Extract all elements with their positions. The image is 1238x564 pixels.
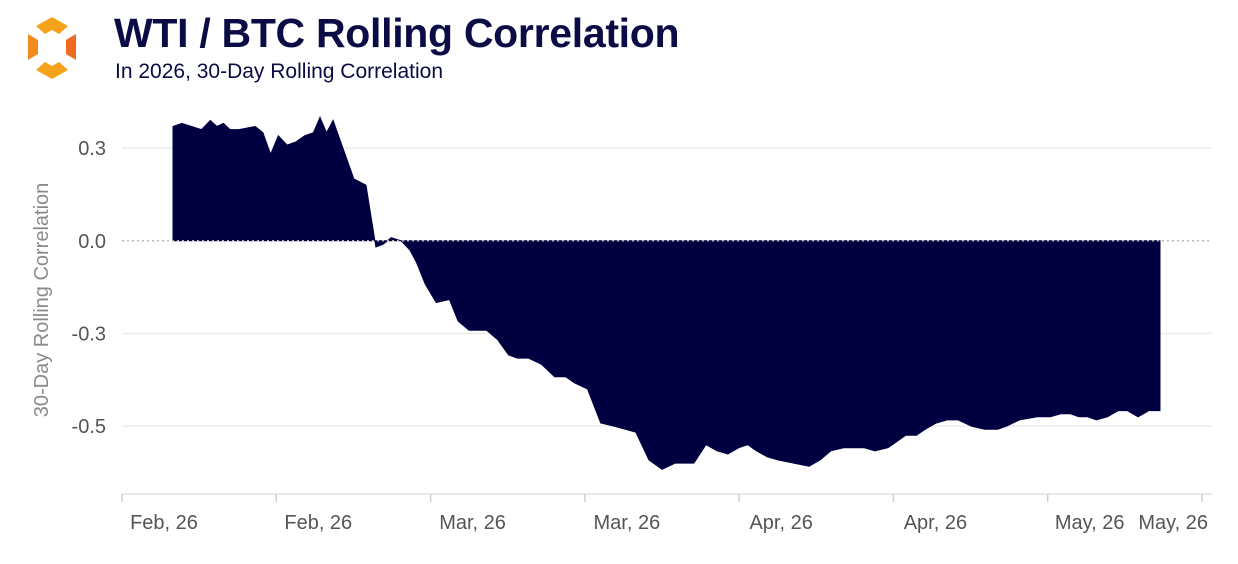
area-series [172, 116, 1161, 470]
x-tick-label: Apr, 26 [749, 512, 812, 534]
x-tick-label: Mar, 26 [594, 512, 661, 534]
chart-title: WTI / BTC Rolling Correlation [114, 10, 680, 56]
y-tick-label: -0.5 [72, 416, 106, 438]
chart-subtitle: In 2026, 30-Day Rolling Correlation [115, 60, 444, 83]
x-tick-label: Feb, 26 [284, 512, 352, 534]
axes: 0.3 0.0 -0.3 -0.5 Feb, 26 Feb, 26 Mar, 26 Mar, … [72, 138, 1212, 534]
y-axis-title: 30-Day Rolling Correlation [31, 183, 53, 418]
brand-logo-icon [28, 17, 76, 79]
y-tick-label: 0.0 [78, 231, 106, 253]
y-tick-label: 0.3 [78, 138, 106, 160]
correlation-area [172, 116, 1161, 470]
x-tick-label: Apr, 26 [904, 512, 967, 534]
x-tick-label: Mar, 26 [439, 512, 506, 534]
y-tick-label: -0.3 [72, 323, 106, 345]
x-tick-label: Feb, 26 [130, 512, 198, 534]
x-tick-label: May, 26 [1055, 512, 1125, 534]
x-tick-label: May, 26 [1138, 512, 1208, 534]
